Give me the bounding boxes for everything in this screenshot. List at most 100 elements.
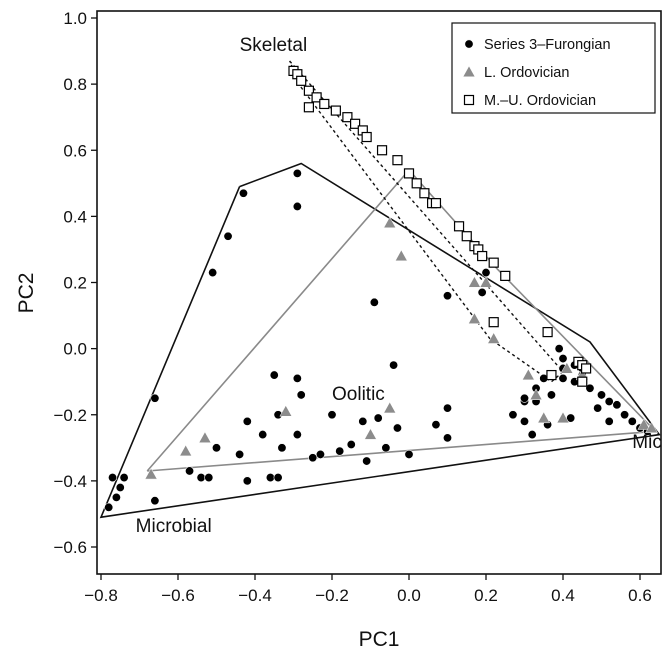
data-point-triangle xyxy=(560,361,574,374)
data-point-square xyxy=(319,98,330,110)
data-point-circle xyxy=(119,473,129,483)
data-point-triangle xyxy=(144,467,158,480)
data-point-square xyxy=(376,145,388,156)
data-point-circle xyxy=(558,373,568,383)
data-point-circle xyxy=(392,423,402,433)
data-point-circle xyxy=(296,390,306,400)
data-point-circle xyxy=(627,416,637,426)
data-point-circle xyxy=(481,268,491,278)
legend-box xyxy=(451,22,656,114)
annotation-micritic: Micritic xyxy=(632,432,663,453)
data-point-square xyxy=(453,221,465,232)
data-point-circle xyxy=(238,188,248,198)
data-point-square xyxy=(311,92,322,103)
data-point-circle xyxy=(185,466,195,476)
data-point-square xyxy=(461,231,472,242)
data-point-circle xyxy=(269,370,279,380)
data-point-circle xyxy=(381,443,391,453)
data-point-circle xyxy=(477,287,487,297)
data-point-square xyxy=(303,102,314,113)
data-point-circle xyxy=(362,456,372,466)
data-point-circle xyxy=(546,390,556,400)
data-point-circle xyxy=(373,413,383,423)
data-point-circle xyxy=(346,440,356,450)
data-point-triangle xyxy=(645,421,658,434)
data-point-square xyxy=(430,198,442,209)
data-point-triangle xyxy=(537,411,551,424)
data-point-circle xyxy=(593,403,603,413)
hull-solid-black xyxy=(99,162,661,519)
data-point-square xyxy=(546,369,557,381)
y-tick-label: −0.2 xyxy=(53,406,87,425)
data-point-circle xyxy=(389,360,399,370)
data-point-circle xyxy=(104,502,114,512)
data-point-circle xyxy=(292,373,302,383)
x-axis-label: PC1 xyxy=(359,628,400,651)
series-circle xyxy=(104,168,653,512)
data-point-square xyxy=(577,376,588,387)
x-tick-label: −0.2 xyxy=(315,586,349,605)
data-point-circle xyxy=(273,473,283,483)
data-point-triangle xyxy=(198,431,212,443)
data-point-triangle xyxy=(394,249,408,262)
data-point-square xyxy=(303,85,314,96)
data-point-square xyxy=(500,270,511,281)
legend-marker-circle xyxy=(464,39,474,49)
data-point-circle xyxy=(150,393,160,403)
data-point-circle xyxy=(404,449,414,459)
y-tick-label: 0.0 xyxy=(63,340,87,359)
data-point-triangle xyxy=(279,404,293,417)
data-point-circle xyxy=(596,390,606,400)
data-point-circle xyxy=(150,496,160,506)
x-tick-label: 0.0 xyxy=(397,586,421,605)
annotation-microbial: Microbial xyxy=(136,516,212,537)
data-point-square xyxy=(361,131,372,143)
data-point-circle xyxy=(554,344,564,354)
data-point-circle xyxy=(335,446,345,456)
data-point-square xyxy=(580,363,592,374)
x-tick-label: 0.4 xyxy=(551,586,575,605)
data-point-circle xyxy=(258,430,268,440)
data-point-triangle xyxy=(479,275,493,288)
data-point-square xyxy=(542,326,553,338)
data-point-triangle xyxy=(179,444,193,457)
data-point-circle xyxy=(108,473,118,483)
data-point-circle xyxy=(208,268,218,278)
y-tick-label: −0.6 xyxy=(53,538,87,557)
legend-label: Series 3–Furongian xyxy=(484,37,611,53)
series-triangle xyxy=(144,216,658,480)
x-tick-label: 0.2 xyxy=(474,586,498,605)
x-axis-ticks: −0.8 −0.6 −0.4 −0.2 0.0 0.2 0.4 0.6 xyxy=(84,574,652,605)
y-tick-label: 1.0 xyxy=(63,9,87,28)
y-tick-label: −0.4 xyxy=(53,472,87,491)
legend-item: Series 3–Furongian xyxy=(464,37,611,53)
data-point-square xyxy=(296,75,307,86)
y-tick-label: 0.2 xyxy=(63,274,87,293)
data-point-square xyxy=(411,178,422,189)
data-point-circle xyxy=(442,433,452,443)
y-tick-label: 0.6 xyxy=(63,141,87,160)
data-point-square xyxy=(403,168,415,179)
data-point-circle xyxy=(292,168,302,178)
data-point-triangle xyxy=(487,332,501,344)
data-point-square xyxy=(419,188,430,199)
y-axis-label: PC2 xyxy=(15,273,38,314)
legend-marker-square xyxy=(463,94,475,106)
data-point-circle xyxy=(204,473,214,483)
data-point-circle xyxy=(265,473,275,483)
data-point-circle xyxy=(620,410,630,420)
legend-label: M.–U. Ordovician xyxy=(484,93,596,109)
data-point-circle xyxy=(431,420,441,430)
data-point-triangle xyxy=(637,418,651,430)
data-point-circle xyxy=(442,403,452,413)
data-point-triangle xyxy=(556,411,570,424)
x-tick-label: 0.6 xyxy=(628,586,652,605)
data-point-square xyxy=(350,118,361,129)
data-point-triangle xyxy=(529,388,543,400)
data-point-circle xyxy=(196,473,206,483)
data-points xyxy=(104,65,658,512)
plot-frame xyxy=(96,10,662,575)
data-point-circle xyxy=(585,383,595,393)
data-point-circle xyxy=(111,492,121,502)
